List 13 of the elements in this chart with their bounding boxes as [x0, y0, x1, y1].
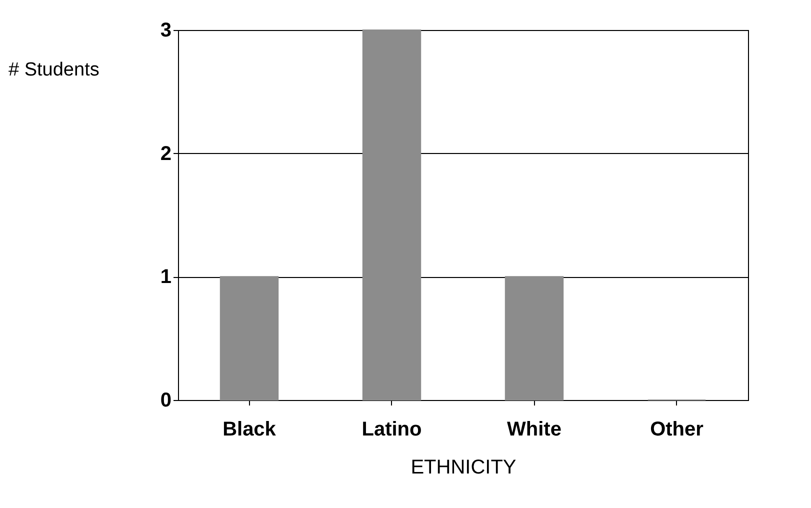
x-tick-label: Other [650, 418, 704, 440]
x-axis-title: ETHNICITY [410, 456, 516, 478]
bar [220, 276, 279, 400]
y-tick-label: 3 [160, 20, 172, 42]
x-tick-label: White [507, 418, 562, 440]
x-tick-label: Black [222, 418, 277, 440]
y-tick-label: 1 [160, 266, 172, 288]
y-tick-label: 0 [160, 390, 172, 412]
bar [504, 276, 564, 400]
x-tick-label: Latino [362, 418, 422, 440]
y-axis-title: # Students [8, 60, 100, 80]
bar [362, 30, 422, 400]
y-tick-label: 2 [160, 142, 172, 165]
